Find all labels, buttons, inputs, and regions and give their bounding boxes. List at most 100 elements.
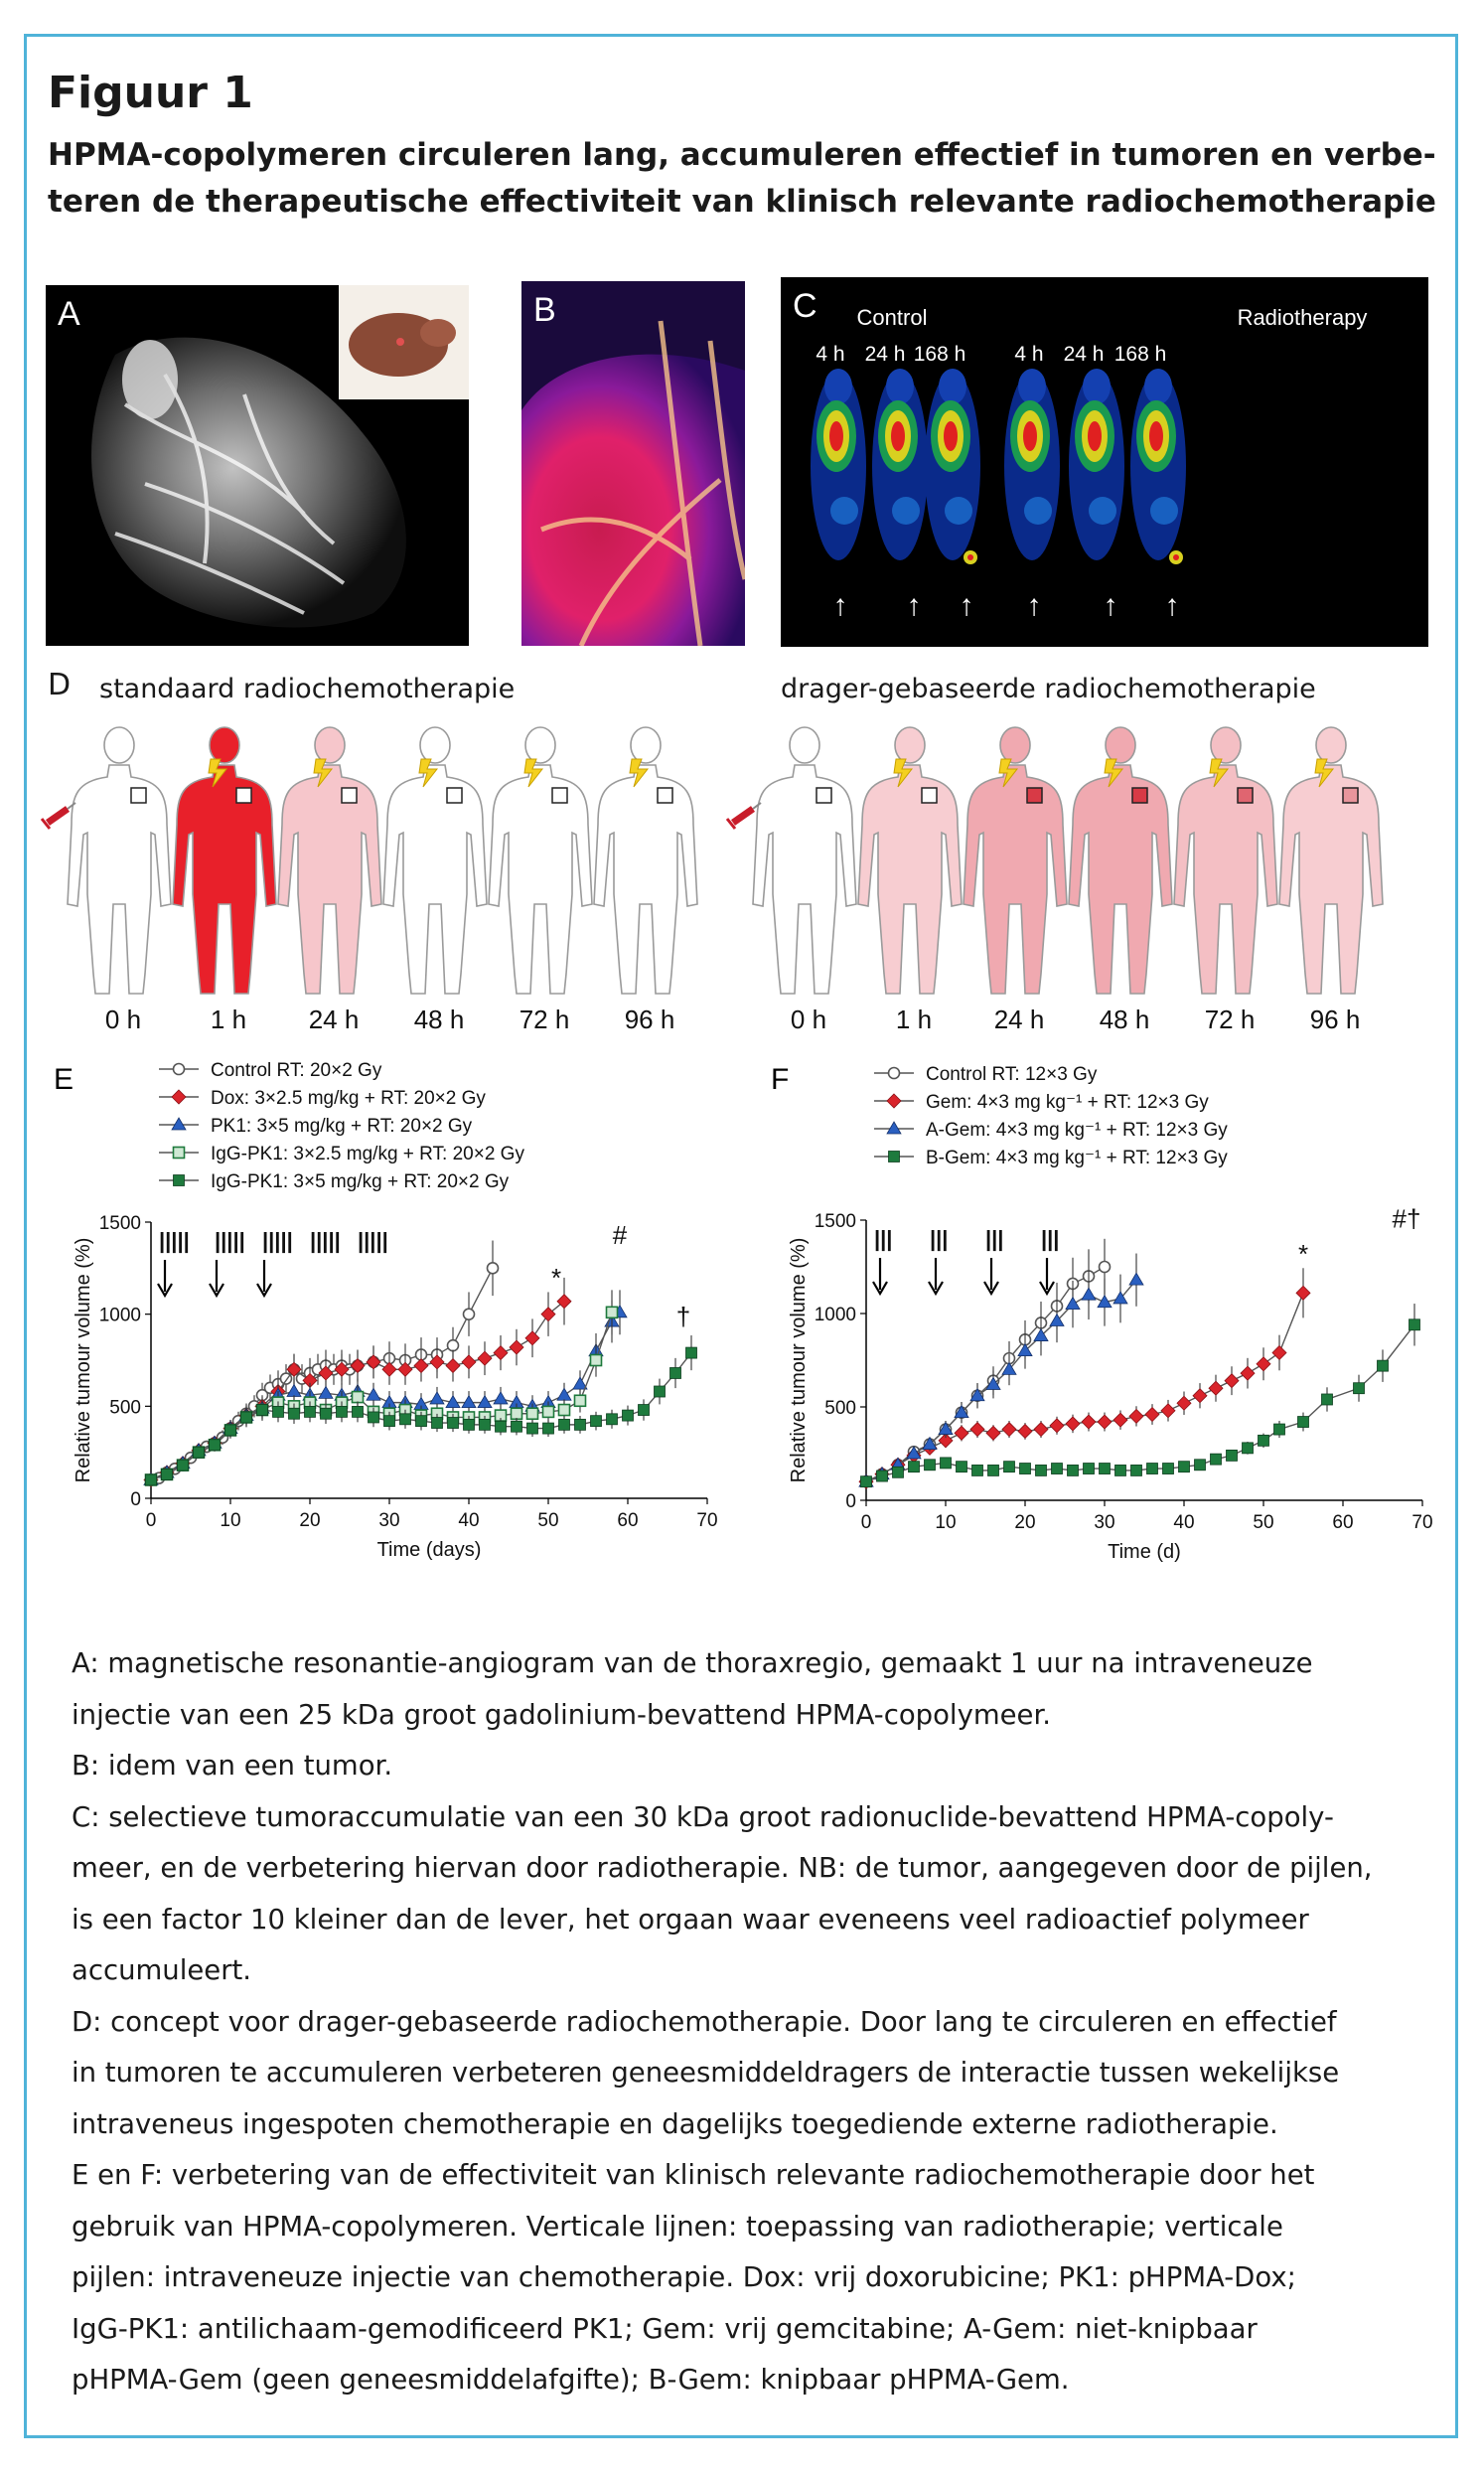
data-point: [461, 1354, 477, 1370]
panel-c-time-label: 4 h: [816, 343, 844, 366]
panel-c-mouse: ↑: [1130, 369, 1186, 622]
panel-a-angiogram: A: [46, 285, 469, 646]
x-tick-label: 0: [146, 1510, 157, 1531]
data-point: [304, 1405, 316, 1418]
data-point: [429, 1354, 445, 1370]
data-point: [969, 1421, 985, 1438]
data-point: [654, 1385, 666, 1398]
tumor-square: [235, 787, 252, 804]
x-tick-label: 10: [220, 1510, 240, 1531]
panel-d-body-figure: 1 h: [172, 726, 277, 1033]
panel-d-right-time: 0 h: [791, 1005, 826, 1033]
chemo-arrow: [872, 1258, 888, 1297]
chart-e: E Control RT: 20×2 Gy Dox: 3×2.5 mg/kg + …: [54, 1060, 718, 1561]
panel-c-group-control: Control: [857, 305, 928, 330]
y-tick-label: 0: [130, 1489, 141, 1510]
caption-line: A: magnetische resonantie-angiogram van …: [72, 1647, 1313, 1679]
data-point: [1017, 1423, 1033, 1440]
legend-marker: [886, 1121, 902, 1135]
data-point: [1033, 1421, 1049, 1438]
x-tick-label: 20: [1014, 1512, 1035, 1533]
data-point: [1258, 1434, 1269, 1447]
tumor-square: [341, 787, 358, 804]
series: [143, 1290, 628, 1486]
legend-label: Gem: 4×3 mg kg⁻¹ + RT: 12×3 Gy: [926, 1092, 1209, 1113]
data-point: [1297, 1416, 1309, 1428]
lightning-icon: [313, 758, 334, 788]
panel-d-right-time: 24 h: [994, 1005, 1045, 1033]
data-point: [1081, 1287, 1097, 1301]
x-axis-label: Time (d): [1108, 1541, 1181, 1563]
legend-marker: [173, 1174, 185, 1186]
panel-c-time-label: 24 h: [865, 343, 906, 366]
lightning-icon: [418, 758, 439, 788]
data-point: [352, 1405, 364, 1418]
significance-mark: †: [676, 1302, 690, 1331]
panel-d-left-time: 48 h: [414, 1005, 465, 1033]
panel-d-body-figure: 72 h: [1173, 726, 1278, 1033]
chemo-arrow: [256, 1260, 272, 1299]
data-point: [1178, 1461, 1190, 1473]
data-point: [1176, 1395, 1192, 1411]
data-point: [606, 1413, 618, 1426]
chart-f-letter: F: [771, 1063, 789, 1096]
y-axis-label: Relative tumour volume (%): [73, 1238, 94, 1483]
panel-d-body-figure: 24 h: [963, 726, 1068, 1033]
panel-d-left-time: 72 h: [519, 1005, 570, 1033]
panel-c-tumor-arrow: ↑: [1104, 589, 1118, 622]
data-point: [1144, 1406, 1160, 1423]
chemo-arrow: [209, 1260, 224, 1299]
figure-frame: [24, 34, 1458, 2438]
x-tick-label: 70: [1411, 1512, 1432, 1533]
data-point: [1035, 1465, 1047, 1476]
panel-c-tumor-arrow: ↑: [833, 589, 848, 622]
body-silhouette: [172, 726, 277, 995]
data-point: [368, 1411, 379, 1424]
tumor-square: [130, 787, 147, 804]
data-point: [286, 1383, 302, 1397]
chemo-arrow: [1039, 1258, 1055, 1297]
legend-marker: [172, 1062, 186, 1076]
panel-d-right-time: 1 h: [896, 1005, 932, 1033]
caption-line: B: idem van een tumor.: [72, 1750, 393, 1781]
data-point: [429, 1391, 445, 1405]
panel-c-tumor-arrow: ↑: [1165, 589, 1180, 622]
data-point: [461, 1394, 477, 1409]
data-point: [383, 1415, 395, 1428]
data-point: [1194, 1459, 1206, 1471]
panel-d-body-figure: 1 h: [857, 726, 963, 1033]
panel-d-letter: D: [48, 668, 72, 702]
x-tick-label: 70: [696, 1510, 717, 1531]
data-point: [288, 1407, 300, 1420]
data-point: [1019, 1463, 1031, 1474]
data-point: [1001, 1361, 1017, 1375]
panel-d-right-time: 48 h: [1100, 1005, 1150, 1033]
series-line: [150, 1312, 621, 1481]
panel-a-letter: A: [58, 295, 80, 333]
panel-d-right-time: 96 h: [1310, 1005, 1361, 1033]
panel-d-body-figure: 96 h: [593, 726, 698, 1033]
legend-entry: PK1: 3×5 mg/kg + RT: 20×2 Gy: [159, 1116, 473, 1137]
data-point: [1409, 1318, 1420, 1331]
data-point: [240, 1411, 252, 1424]
data-point: [1114, 1465, 1126, 1476]
series: [145, 1335, 697, 1486]
data-point: [969, 1387, 985, 1402]
data-point: [1081, 1414, 1097, 1430]
data-point: [1321, 1393, 1333, 1406]
data-point: [477, 1394, 493, 1409]
legend-label: Control RT: 20×2 Gy: [211, 1060, 382, 1081]
data-point: [161, 1469, 173, 1480]
panel-c-mouse: ↑: [1069, 369, 1124, 622]
legend-entry: IgG-PK1: 3×5 mg/kg + RT: 20×2 Gy: [159, 1171, 510, 1192]
panel-c-tumor-arrow: ↑: [1027, 589, 1042, 622]
data-point: [350, 1357, 366, 1374]
data-point: [1242, 1442, 1254, 1455]
data-point: [956, 1461, 967, 1473]
radiotherapy-marks: |||||: [262, 1228, 293, 1253]
caption-line: meer, en de verbetering hiervan door rad…: [72, 1852, 1373, 1884]
series-line: [865, 1266, 1106, 1482]
tumor-square: [657, 787, 673, 804]
x-tick-label: 40: [458, 1510, 479, 1531]
data-point: [1033, 1327, 1049, 1341]
